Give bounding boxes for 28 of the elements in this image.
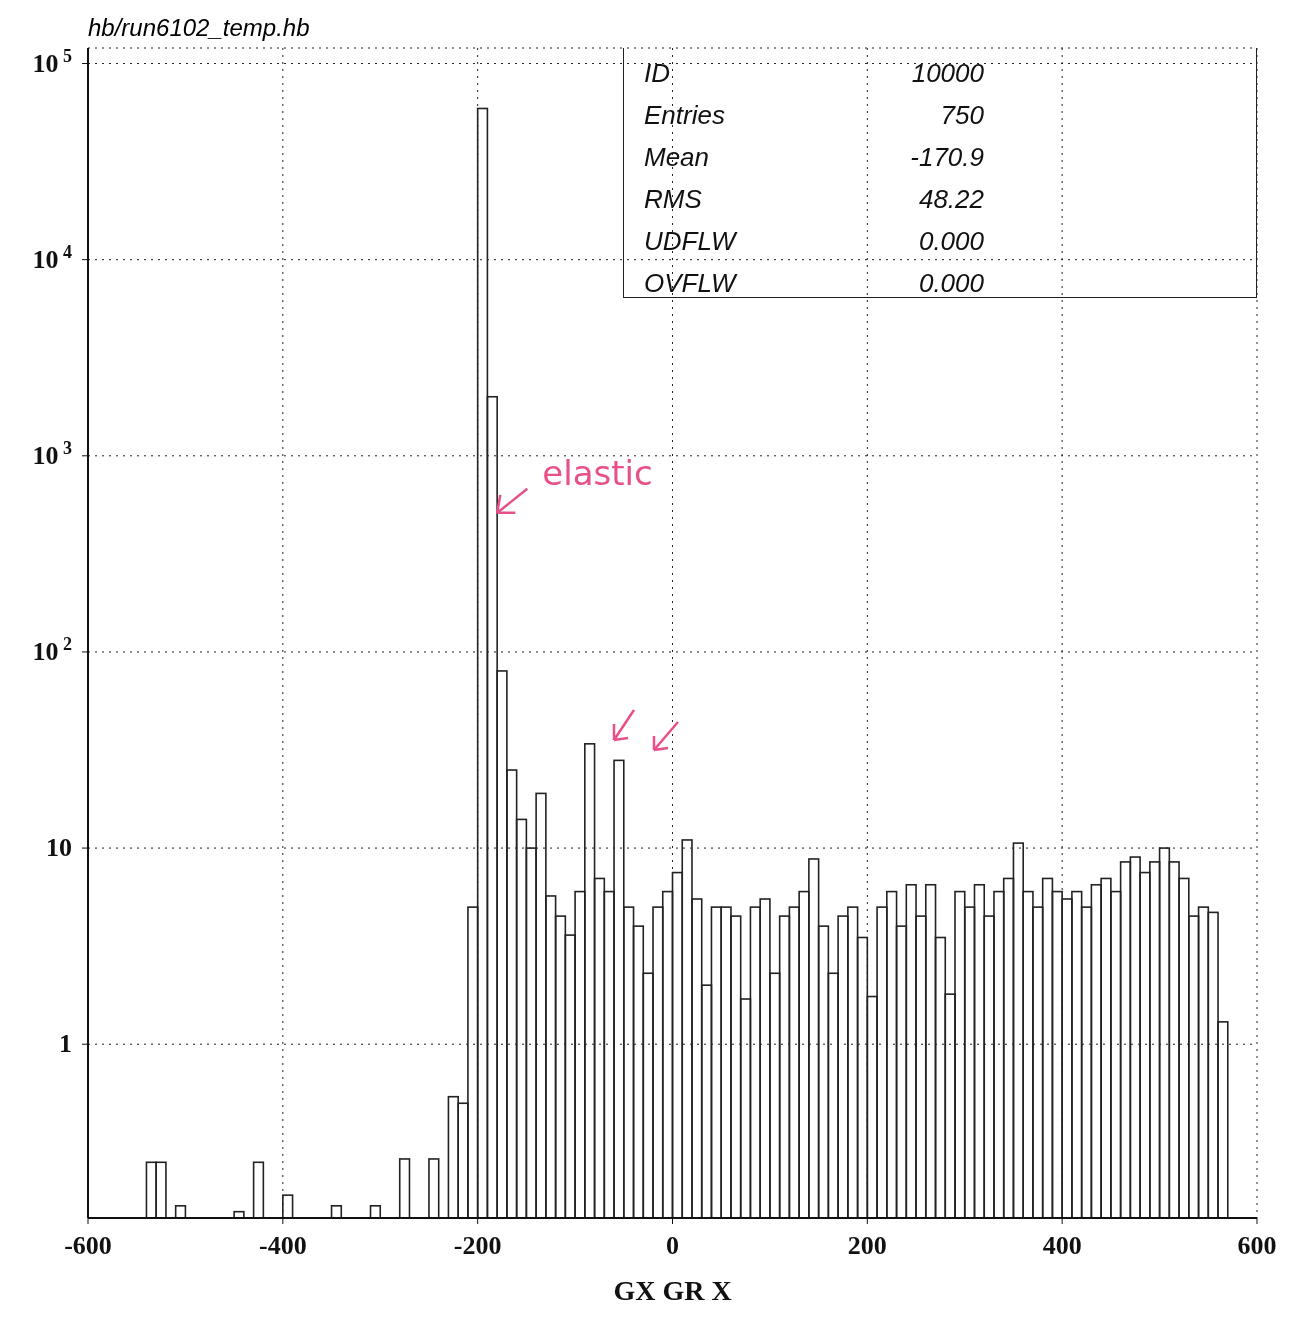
y-tick-label: 10$^{5}$ [32,45,72,78]
y-tick-label: 10$^{3}$ [32,437,72,470]
annotation: 48.22 [918,183,984,215]
annotation: RMS [644,183,703,215]
x-tick-label: 400 [1042,1231,1082,1261]
annotation: OVFLW [644,267,739,299]
chart-title: hb/run6102_temp.hb [88,14,310,42]
x-tick-label: 600 [1237,1231,1277,1261]
annotation: 750 [940,99,984,131]
y-tick-label: 10$^{4}$ [32,241,72,274]
x-tick-label: 0 [666,1231,679,1261]
y-tick-label: 10 [46,833,72,863]
annotation: 0.000 [918,267,984,299]
x-axis-title: GX GR X [613,1275,732,1306]
annotation: ID [644,57,671,89]
annotation: Entries [644,99,726,131]
x-tick-label: -600 [64,1231,112,1261]
annotation: -170.9 [910,141,984,173]
annotation: 10000 [911,57,984,89]
x-tick-label: -400 [259,1231,307,1261]
annotation: 0.000 [918,225,984,257]
annotation: elastic [542,452,653,493]
x-tick-label: -200 [453,1231,502,1261]
y-tick-label: 10$^{2}$ [32,633,72,666]
annotation: Mean [644,141,711,173]
x-tick-label: 200 [847,1231,887,1261]
annotation: UDFLW [644,225,739,257]
y-tick-label: 1 [59,1029,72,1059]
